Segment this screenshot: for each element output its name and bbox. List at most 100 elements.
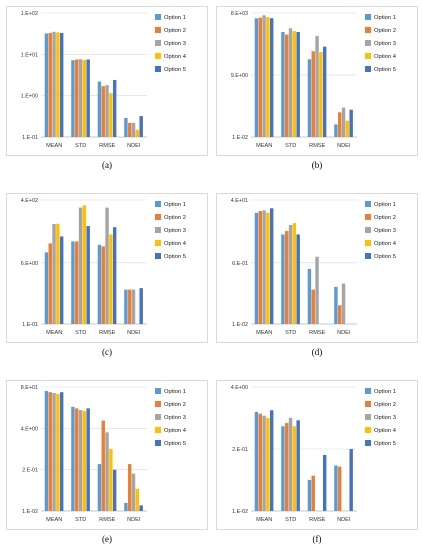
bar-std-option-5 (86, 59, 90, 137)
bar-std-option-4 (82, 411, 87, 511)
bar-ndei-option-1 (334, 286, 338, 324)
bar-rmse-option-1 (97, 244, 102, 324)
y-tick-label: 4.E+02 (21, 198, 38, 204)
legend-label: Option 1 (374, 15, 396, 21)
legend-swatch (155, 414, 161, 420)
bar-mean-option-4 (56, 394, 60, 511)
bar-mean-option-2 (48, 392, 52, 511)
bar-ndei-option-1 (124, 502, 128, 511)
y-tick-label: 2.E-01 (22, 468, 38, 474)
legend-label: Option 2 (164, 28, 186, 34)
panel-caption-e: (e) (102, 534, 112, 544)
bar-std-option-5 (296, 31, 300, 137)
x-category-label: STD (75, 330, 86, 336)
legend-label: Option 3 (374, 415, 396, 421)
legend-label: Option 5 (374, 67, 396, 73)
x-category-label: RMSE (309, 330, 325, 336)
x-category-label: STD (75, 143, 86, 149)
bar-mean-option-4 (266, 17, 270, 137)
bar-std-option-2 (75, 241, 79, 324)
bar-rmse-option-4 (319, 52, 323, 137)
y-tick-label: 1.E+01 (21, 52, 38, 58)
bar-mean-option-1 (254, 411, 259, 511)
y-tick-label: 1.E-02 (232, 509, 248, 515)
legend-swatch (365, 27, 371, 33)
legend-swatch (155, 66, 161, 72)
bar-std-option-3 (78, 59, 83, 137)
legend-label: Option 2 (164, 402, 186, 408)
bar-rmse-option-3 (105, 85, 109, 137)
bar-rmse-option-5 (112, 79, 117, 137)
x-category-label: RMSE (309, 517, 325, 523)
bar-rmse-option-5 (112, 469, 117, 511)
legend-swatch (155, 427, 161, 433)
legend-swatch (365, 414, 371, 420)
legend-swatch (365, 66, 371, 72)
bar-std-option-2 (75, 408, 79, 511)
x-category-label: MEAN (256, 517, 272, 523)
y-tick-label: 9.E+00 (231, 73, 248, 79)
bar-mean-option-1 (254, 212, 259, 324)
bar-ndei-option-2 (128, 464, 132, 511)
bar-rmse-option-1 (307, 59, 312, 137)
bar-std-option-3 (288, 28, 293, 137)
legend-label: Option 2 (374, 28, 396, 34)
legend-label: Option 2 (164, 215, 186, 221)
chart-svg-c: 4.E+02 6.E+00 1.E-01 MEAN STD RMSE NDEI Option … (21, 198, 187, 336)
x-category-label: NDEI (127, 517, 141, 523)
bar-rmse-option-1 (307, 479, 312, 511)
bar-std-option-5 (86, 226, 90, 324)
legend-label: Option 1 (374, 202, 396, 208)
x-category-label: MEAN (256, 330, 272, 336)
legend-label: Option 1 (374, 389, 396, 395)
bar-rmse-option-1 (97, 81, 102, 137)
bar-rmse-option-3 (105, 432, 109, 511)
y-tick-label: 8.E+03 (231, 11, 248, 17)
bar-std-option-4 (292, 426, 297, 511)
legend-label: Option 2 (374, 215, 396, 221)
chart-svg-d: 4.E+01 6.E-01 1.E-02 MEAN STD RMSE NDEI Option … (231, 198, 397, 336)
bar-rmse-option-2 (101, 86, 105, 137)
bar-ndei-option-5 (139, 505, 143, 511)
bar-ndei-option-1 (124, 117, 128, 137)
x-category-label: STD (75, 517, 86, 523)
legend-swatch (155, 40, 161, 46)
legend-swatch (155, 227, 161, 233)
y-tick-label: 1.E+02 (21, 11, 38, 17)
y-tick-label: 2.E-01 (232, 447, 248, 453)
y-tick-label: 8.E+01 (21, 385, 38, 391)
legend-label: Option 5 (374, 441, 396, 447)
chart-svg-b: 8.E+03 9.E+00 1.E-02 MEAN STD RMSE NDEI Option … (231, 11, 397, 149)
y-tick-label: 4.E+00 (21, 426, 38, 432)
y-tick-label: 1.E-01 (22, 135, 38, 141)
bar-rmse-option-3 (315, 256, 319, 324)
legend-swatch (365, 53, 371, 59)
bar-std-option-2 (285, 34, 289, 137)
bar-std-option-3 (288, 225, 293, 324)
x-category-label: MEAN (46, 330, 62, 336)
bar-std-option-2 (75, 59, 79, 137)
y-tick-label: 1.E+00 (21, 94, 38, 100)
bar-mean-option-5 (269, 18, 274, 137)
bar-mean-option-5 (59, 392, 64, 511)
legend-swatch (155, 53, 161, 59)
x-category-label: MEAN (46, 517, 62, 523)
bar-ndei-option-1 (124, 289, 128, 324)
panel-caption-d: (d) (311, 347, 323, 357)
legend-swatch (155, 14, 161, 20)
legend-swatch (365, 227, 371, 233)
chart-svg-a: 1.E+02 1.E+01 1.E+00 1.E-01 MEAN STD RMSE NDEI O… (21, 11, 187, 149)
bar-std-option-5 (296, 234, 300, 324)
y-tick-label: 6.E+00 (21, 261, 38, 267)
bar-mean-option-5 (59, 32, 64, 137)
bar-std-option-4 (82, 205, 87, 324)
legend-label: Option 3 (164, 41, 186, 47)
y-tick-label: 1.E-02 (22, 509, 38, 515)
x-category-label: NDEI (127, 330, 141, 336)
bar-mean-option-3 (262, 415, 266, 511)
bar-ndei-option-3 (131, 473, 136, 511)
bar-rmse-option-1 (97, 464, 102, 511)
legend-label: Option 2 (374, 402, 396, 408)
bar-rmse-option-2 (311, 475, 315, 511)
bar-rmse-option-2 (101, 420, 105, 511)
